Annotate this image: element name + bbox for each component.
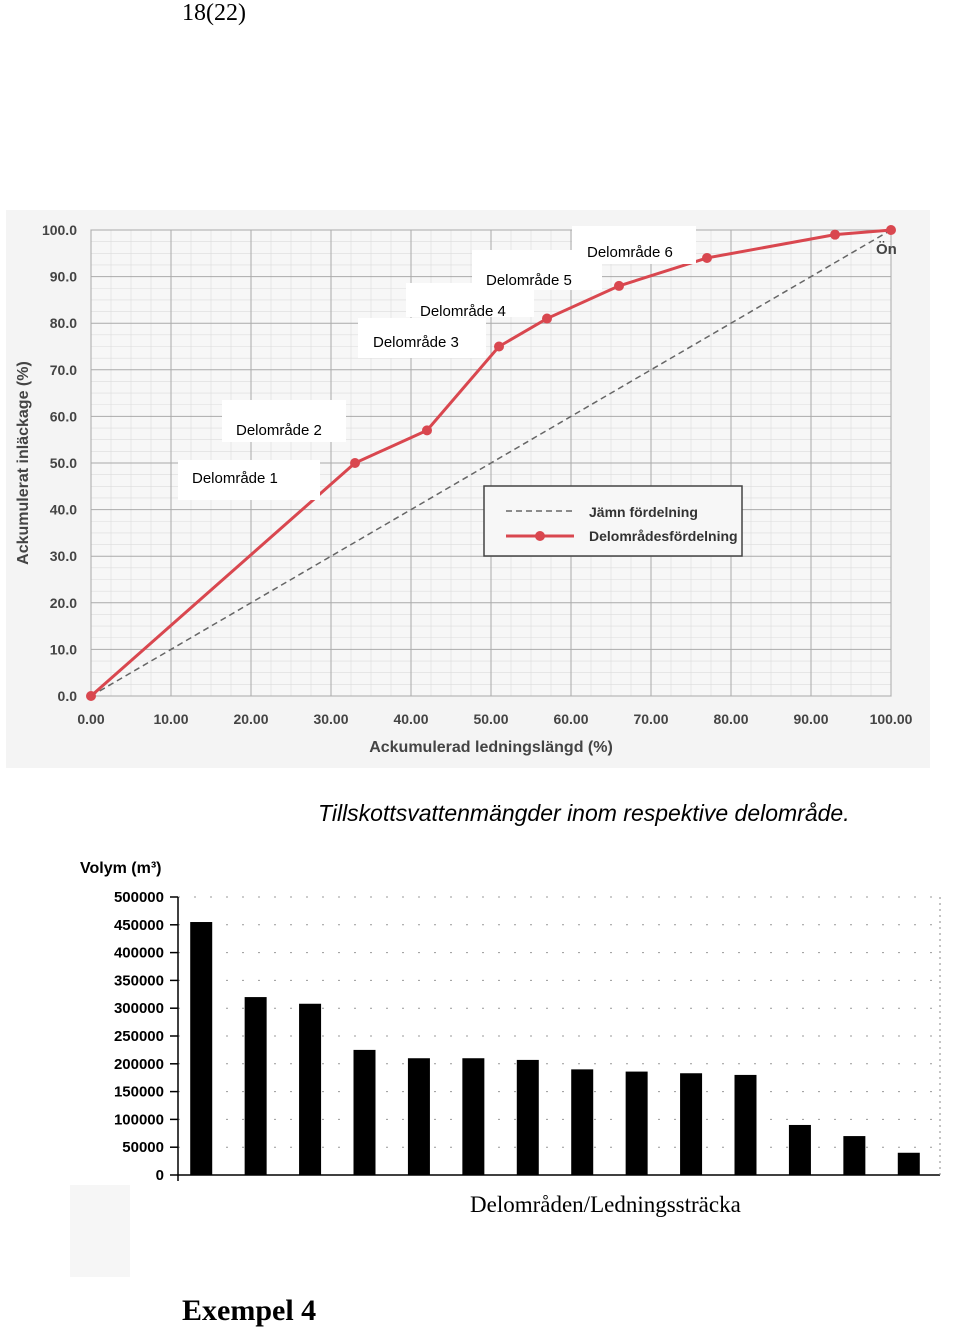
bar bbox=[571, 1069, 594, 1175]
y-tick-label: 80.0 bbox=[50, 315, 77, 331]
y-tick-label: 450000 bbox=[114, 917, 164, 934]
legend-label-jamn: Jämn fördelning bbox=[589, 504, 698, 520]
annotation-delomrade-3: Delområde 3 bbox=[373, 334, 459, 351]
y-tick-label: 100.0 bbox=[42, 222, 77, 238]
cumulative-inflow-chart: 0.00 10.00 20.00 30.00 40.00 50.00 60.00 70.00 8… bbox=[6, 210, 930, 768]
x-tick-label: 40.00 bbox=[393, 711, 428, 727]
annotation-delomrade-1: Delområde 1 bbox=[192, 470, 278, 487]
legend-label-delomrade: Delområdesfördelning bbox=[589, 528, 738, 544]
y-tick-label: 50.0 bbox=[50, 455, 77, 471]
bar bbox=[680, 1073, 703, 1175]
bar bbox=[843, 1136, 866, 1175]
x-tick-label: 90.00 bbox=[793, 711, 828, 727]
bar bbox=[407, 1058, 430, 1175]
y-tick-label: 30.0 bbox=[50, 548, 77, 564]
data-point bbox=[830, 229, 840, 240]
x-tick-label: 0.00 bbox=[77, 711, 104, 727]
bar bbox=[734, 1074, 757, 1175]
x-tick-label: 50.00 bbox=[473, 711, 508, 727]
data-point bbox=[702, 252, 712, 263]
volume-bar-chart: Volym (m³) 500000 450000 400000 350000 300000… bbox=[70, 848, 960, 1278]
data-point bbox=[422, 425, 432, 436]
y-tick-label: 350000 bbox=[114, 972, 164, 989]
legend-box bbox=[483, 485, 743, 557]
data-point bbox=[886, 225, 896, 235]
y-tick-label: 40.0 bbox=[50, 502, 77, 518]
x-tick-label: 60.00 bbox=[553, 711, 588, 727]
y-tick-label: 20.0 bbox=[50, 595, 77, 611]
bar-chart-x-label: Delområden/Ledningssträcka bbox=[470, 1192, 741, 1217]
y-tick-label: 90.0 bbox=[50, 269, 77, 285]
bar bbox=[353, 1049, 376, 1175]
x-tick-label: 70.00 bbox=[633, 711, 668, 727]
y-tick-label: 50000 bbox=[122, 1139, 164, 1156]
annotation-delomrade-4: Delområde 4 bbox=[420, 303, 506, 320]
annotation-delomrade-2-box bbox=[222, 400, 346, 442]
y-tick-label: 60.0 bbox=[50, 408, 77, 424]
x-tick-label: 100.00 bbox=[870, 711, 913, 727]
series-jamn-fordelning bbox=[90, 229, 892, 697]
annotation-delomrade-1-box bbox=[178, 460, 320, 500]
data-point bbox=[350, 458, 360, 468]
annotation-delomrade-5: Delområde 5 bbox=[486, 272, 572, 289]
y-tick-label: 0 bbox=[156, 1167, 164, 1184]
y-tick-label: 400000 bbox=[114, 945, 164, 962]
bar bbox=[788, 1124, 811, 1175]
annotation-delomrade-2: Delområde 2 bbox=[236, 422, 322, 439]
cumulative-inflow-svg: 0.00 10.00 20.00 30.00 40.00 50.00 60.00 70.00 8… bbox=[15, 222, 913, 756]
bar bbox=[897, 1152, 920, 1175]
scan-shadow bbox=[70, 1185, 130, 1277]
y-tick-label: 10.0 bbox=[50, 641, 77, 657]
bar bbox=[190, 922, 213, 1175]
y-tick-label: 150000 bbox=[114, 1084, 164, 1101]
y-axis-title: Volym (m³) bbox=[80, 860, 161, 877]
bar bbox=[462, 1058, 485, 1175]
y-tick-label: 300000 bbox=[114, 1000, 164, 1017]
annotation-delomrade-6-box bbox=[572, 226, 696, 264]
annotation-on: Ön bbox=[876, 241, 897, 258]
data-point bbox=[614, 280, 624, 291]
bar bbox=[625, 1071, 648, 1175]
data-point bbox=[542, 313, 552, 324]
bar bbox=[244, 997, 267, 1175]
data-point bbox=[86, 691, 96, 701]
y-tick-label: 100000 bbox=[114, 1111, 164, 1128]
figure-caption: Tillskottsvattenmängder inom respektive … bbox=[318, 800, 850, 826]
y-axis-title: Ackumulerat inläckage (%) bbox=[15, 361, 32, 565]
y-tick-label: 250000 bbox=[114, 1028, 164, 1045]
y-tick-label: 200000 bbox=[114, 1056, 164, 1073]
y-tick-label: 500000 bbox=[114, 889, 164, 906]
y-tick-label: 0.0 bbox=[58, 688, 78, 704]
data-point bbox=[494, 341, 504, 352]
x-tick-label: 10.00 bbox=[153, 711, 188, 727]
example-heading: Exempel 4 bbox=[182, 1294, 317, 1327]
legend-marker-red bbox=[535, 531, 545, 541]
x-axis-title: Ackumulerad ledningslängd (%) bbox=[369, 739, 613, 756]
bar bbox=[299, 1003, 322, 1175]
x-tick-label: 30.00 bbox=[313, 711, 348, 727]
x-tick-label: 20.00 bbox=[233, 711, 268, 727]
annotation-delomrade-6: Delområde 6 bbox=[587, 244, 673, 261]
bar bbox=[516, 1059, 539, 1175]
y-tick-label: 70.0 bbox=[50, 362, 77, 378]
annotation-delomrade-3-box bbox=[358, 318, 486, 358]
x-tick-label: 80.00 bbox=[713, 711, 748, 727]
page-number: 18(22) bbox=[182, 0, 246, 26]
volume-bar-svg: Volym (m³)500000450000400000350000300000… bbox=[80, 860, 941, 1184]
